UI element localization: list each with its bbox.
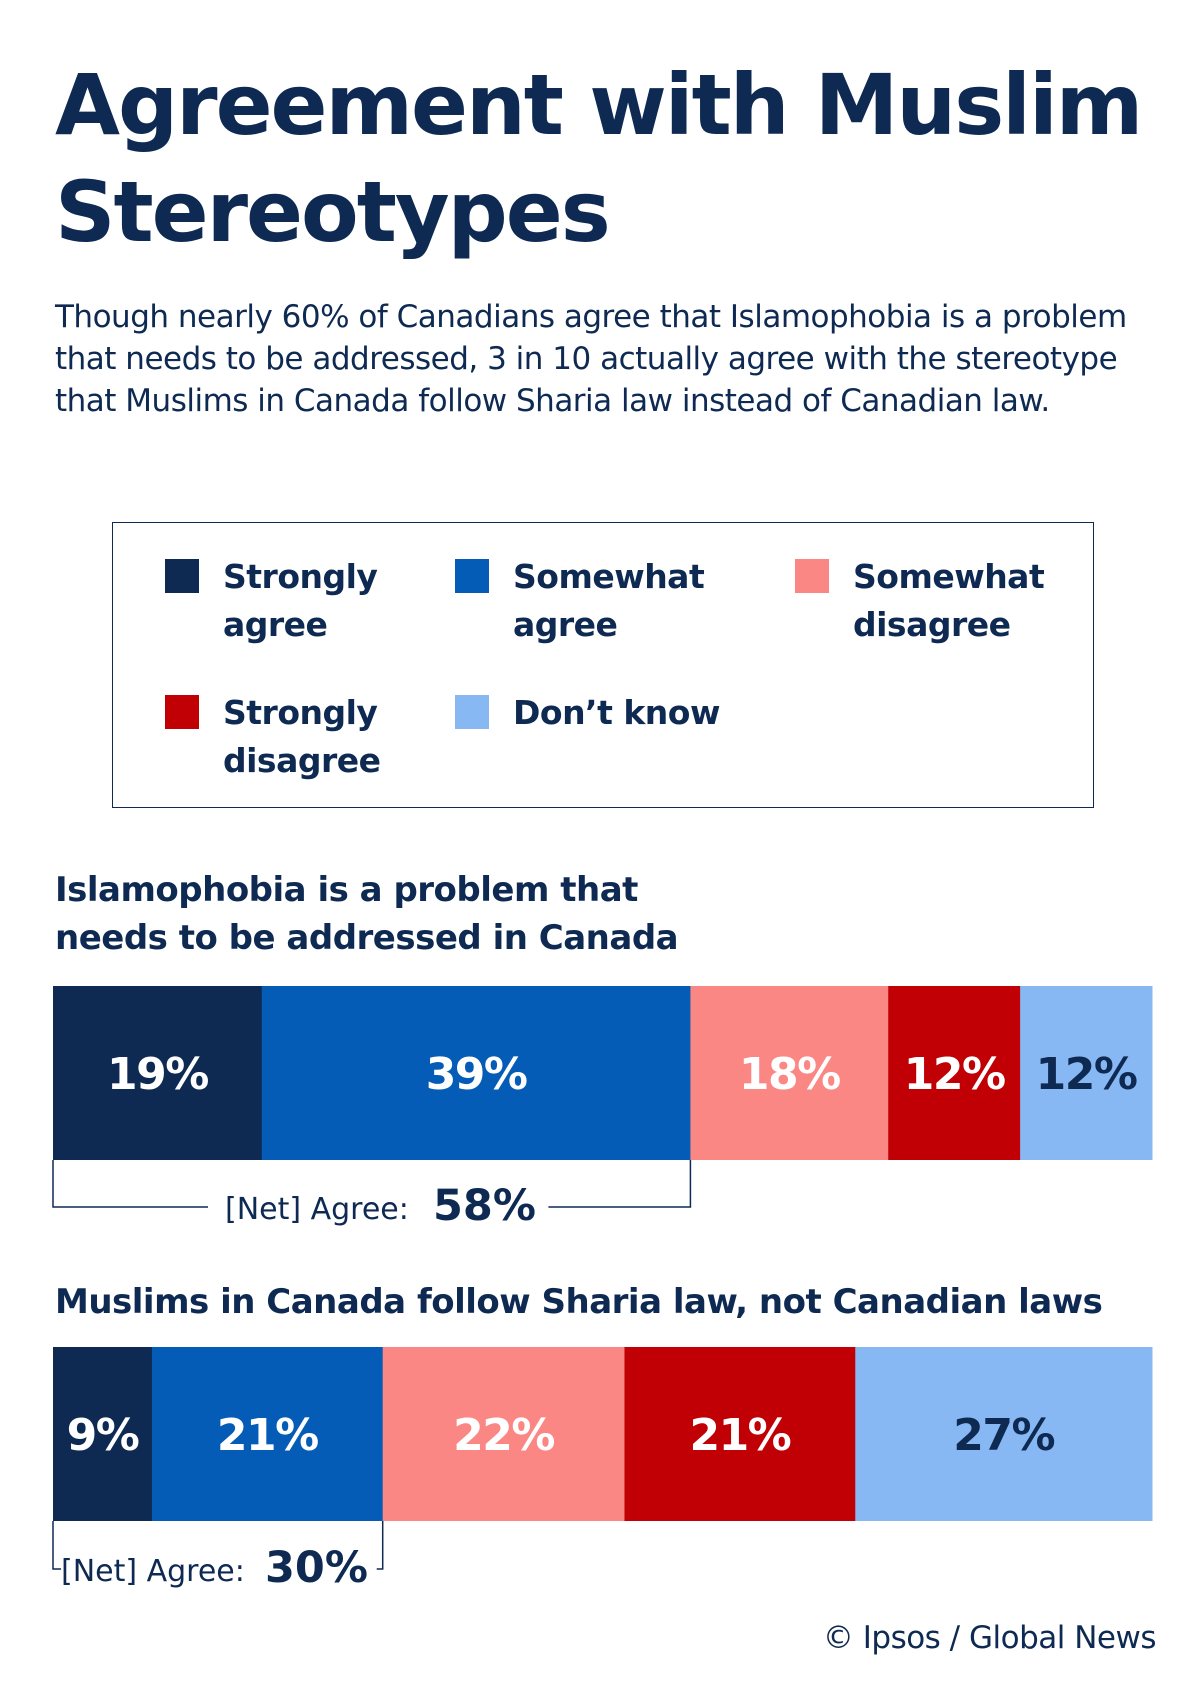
bar-label-somewhat-agree: 39% (426, 1049, 527, 1100)
legend-label-strongly-disagree: Strongly disagree (223, 693, 381, 780)
bar-segment-strongly-agree (53, 1347, 153, 1521)
bar-label-somewhat-disagree: 22% (453, 1410, 554, 1461)
bar-segment-don-t-know (855, 1347, 1153, 1521)
net-agree-bracket-right (376, 1521, 384, 1570)
net-agree-bracket-left (52, 1160, 208, 1208)
bar-segment-somewhat-disagree (690, 986, 889, 1160)
bar-segment-don-t-know (1020, 986, 1153, 1160)
legend-label-somewhat-agree: Somewhat agree (513, 557, 705, 644)
source-credit: © Ipsos / Global News (822, 1620, 1157, 1656)
net-agree-label: [Net] Agree: (61, 1554, 245, 1589)
bar-label-don-t-know: 27% (953, 1410, 1054, 1461)
page-title: Agreement with Muslim Stereotypes (55, 56, 1143, 261)
net-agree-bracket-right (548, 1160, 692, 1208)
bar-label-strongly-disagree: 21% (689, 1410, 790, 1461)
legend: Strongly agree Somewhat agree Somewhat d… (112, 522, 1094, 808)
chart-2-title: Muslims in Canada follow Sharia law, not… (55, 1282, 1103, 1322)
bar-label-strongly-agree: 19% (107, 1049, 208, 1100)
bar-label-strongly-agree: 9% (67, 1410, 139, 1461)
legend-label-somewhat-disagree: Somewhat disagree (853, 557, 1045, 644)
bar-label-somewhat-agree: 21% (217, 1410, 318, 1461)
legend-label-strongly-agree: Strongly agree (223, 557, 378, 644)
page-subtitle: Though nearly 60% of Canadians agree tha… (55, 299, 1127, 419)
net-agree-value: 30% (265, 1543, 368, 1593)
net-agree-value: 58% (433, 1181, 536, 1231)
legend-swatch-somewhat-agree (455, 559, 489, 593)
bar-label-don-t-know: 12% (1036, 1049, 1137, 1100)
chart-2-stacked-bar: 9% 21% 22% 21% 27% [Net] Agree: 30% (52, 1347, 1153, 1593)
bar-label-somewhat-disagree: 18% (739, 1049, 840, 1100)
bar-segment-strongly-disagree (624, 1347, 856, 1521)
legend-swatch-strongly-disagree (165, 695, 199, 729)
chart-1-title: Islamophobia is a problem that needs to … (55, 870, 679, 958)
bar-segment-strongly-agree (53, 986, 263, 1160)
legend-label-dont-know: Don’t know (513, 693, 720, 732)
legend-swatch-strongly-agree (165, 559, 199, 593)
legend-swatch-somewhat-disagree (795, 559, 829, 593)
bar-label-strongly-disagree: 12% (904, 1049, 1005, 1100)
net-agree-bracket-left (52, 1521, 61, 1570)
net-agree-label: [Net] Agree: (225, 1192, 409, 1227)
bar-segment-somewhat-agree (261, 986, 691, 1160)
bar-segment-strongly-disagree (888, 986, 1021, 1160)
bar-segment-somewhat-disagree (382, 1347, 625, 1521)
legend-swatch-dont-know (455, 695, 489, 729)
chart-1-stacked-bar: 19% 39% 18% 12% 12% [Net] Agree: 58% (52, 986, 1153, 1231)
bar-segment-somewhat-agree (151, 1347, 384, 1521)
